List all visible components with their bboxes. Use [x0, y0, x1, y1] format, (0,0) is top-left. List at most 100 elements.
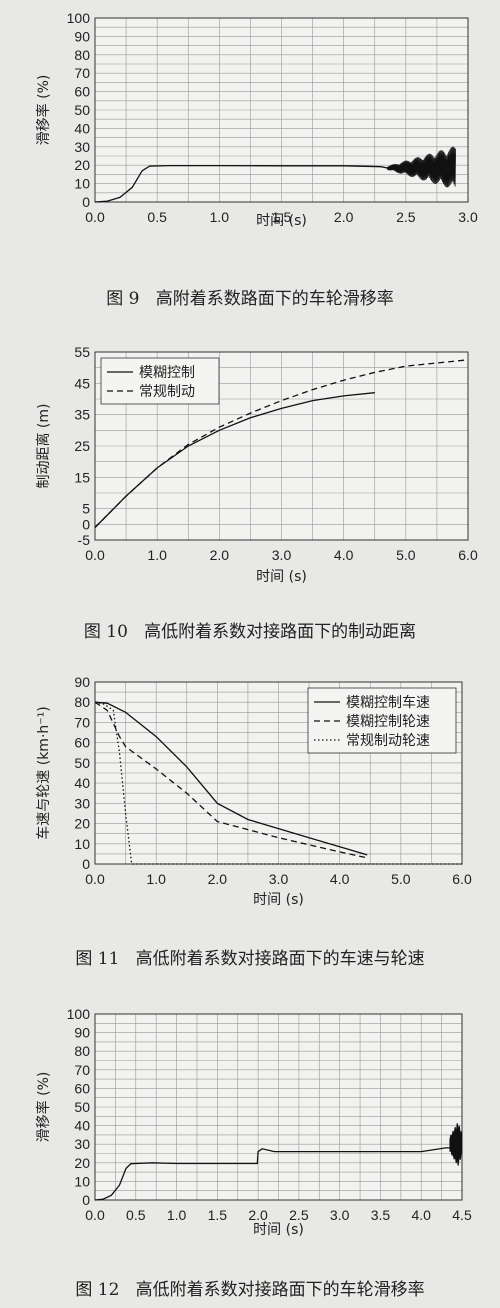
x-axis-title: 时间 (s) [256, 213, 307, 229]
y-tick-label: 0 [82, 516, 90, 532]
x-tick-label: 4.0 [411, 1207, 431, 1223]
y-tick-label: 40 [74, 120, 90, 136]
y-tick-label: 40 [74, 1118, 90, 1134]
series-line-series-0 [94, 164, 388, 203]
y-tick-label: 25 [74, 438, 90, 454]
x-tick-label: 0.5 [147, 209, 167, 225]
x-tick-label: 3.0 [269, 871, 289, 887]
x-tick-label: 4.0 [330, 871, 350, 887]
plot-frame [94, 17, 469, 203]
chart-vehicle-wheel-speed: 0.0 1.0 2.0 3.0 4.0 5.0 6.0 0 10 20 30 40 50 60 70 80 90… [35, 674, 472, 908]
caption-number: 图 12 [75, 1280, 120, 1300]
caption-text: 高附着系数路面下的车轮滑移率 [155, 289, 394, 309]
x-tick-label: 2.0 [210, 547, 230, 563]
y-tick-label: 10 [74, 1173, 90, 1189]
caption-figure-11: 图 11 高低附着系数对接路面下的车速与轮速 [0, 944, 500, 969]
legend-box [100, 357, 220, 405]
series-oscillation [386, 146, 456, 188]
chart-slip-rate-joint: 0.0 0.5 1.0 1.5 2.0 2.5 3.0 3.5 4.0 4.5 0 10 20 30 40 5… [35, 1006, 472, 1238]
y-tick-label: 60 [74, 1080, 90, 1096]
legend-box [307, 687, 457, 754]
y-tick-label: 70 [74, 1062, 90, 1078]
caption-figure-9: 图 9 高附着系数路面下的车轮滑移率 [0, 284, 500, 309]
x-tick-label: 1.0 [147, 547, 167, 563]
y-tick-label: 60 [74, 84, 90, 100]
caption-text: 高低附着系数对接路面下的车轮滑移率 [135, 1280, 425, 1300]
y-tick-label: 100 [67, 1006, 91, 1022]
series-line-常规制动轮速 [94, 701, 462, 865]
x-tick-label: 3.0 [458, 209, 478, 225]
legend-label: 常规制动轮速 [346, 733, 430, 749]
x-tick-label: 0.0 [85, 547, 105, 563]
series-line-series-0 [94, 1147, 450, 1201]
series-line-模糊控制车速 [94, 701, 368, 856]
x-tick-label: 1.0 [210, 209, 230, 225]
y-tick-label: 70 [74, 65, 90, 81]
figure-11: 0.0 1.0 2.0 3.0 4.0 5.0 6.0 0 10 20 30 40 50 60 70 80 90… [0, 668, 500, 918]
y-tick-label: 60 [74, 735, 90, 751]
legend-label: 模糊控制轮速 [346, 714, 430, 730]
y-tick-label: 20 [74, 816, 90, 832]
x-tick-label: 4.5 [452, 1207, 472, 1223]
x-tick-label: 0.5 [126, 1207, 146, 1223]
x-tick-label: 6.0 [458, 547, 478, 563]
x-tick-label: 2.5 [289, 1207, 309, 1223]
x-tick-label: 3.0 [272, 547, 292, 563]
y-tick-label: 0 [82, 1192, 90, 1208]
caption-figure-12: 图 12 高低附着系数对接路面下的车轮滑移率 [0, 1275, 500, 1300]
figure-10: 0.0 1.0 2.0 3.0 4.0 5.0 6.0 -5 0 5 15 25 35 45 55 时间 (s… [0, 334, 500, 596]
x-axis-title: 时间 (s) [253, 1222, 304, 1238]
y-tick-label: 30 [74, 1136, 90, 1152]
y-tick-label: 50 [74, 1099, 90, 1115]
x-tick-label: 1.5 [208, 1207, 228, 1223]
x-tick-label: 2.5 [396, 209, 416, 225]
x-tick-label: 2.0 [334, 209, 354, 225]
y-tick-label: 20 [74, 1155, 90, 1171]
plot-frame [94, 1013, 463, 1201]
x-tick-label: 3.5 [371, 1207, 391, 1223]
y-tick-label: 80 [74, 1043, 90, 1059]
caption-number: 图 11 [75, 949, 120, 969]
y-tick-label: 90 [74, 1025, 90, 1041]
y-tick-label: 80 [74, 47, 90, 63]
x-tick-label: 0.0 [85, 871, 105, 887]
y-tick-label: 0 [82, 194, 90, 210]
y-axis-title: 滑移率 (%) [35, 75, 52, 146]
plot-frame [94, 351, 469, 541]
x-axis-title: 时间 (s) [253, 892, 304, 908]
x-tick-label: 5.0 [391, 871, 411, 887]
legend-label: 模糊控制 [139, 365, 195, 381]
y-tick-label: 90 [74, 674, 90, 690]
figure-12: 0.0 0.5 1.0 1.5 2.0 2.5 3.0 3.5 4.0 4.5 0 10 20 30 40 5… [0, 1000, 500, 1248]
y-tick-label: 55 [74, 344, 90, 360]
x-tick-label: 6.0 [452, 871, 472, 887]
x-tick-label: 2.0 [208, 871, 228, 887]
caption-text: 高低附着系数对接路面下的制动距离 [144, 622, 417, 642]
y-tick-label: 40 [74, 775, 90, 791]
y-axis-title: 滑移率 (%) [35, 1072, 52, 1143]
y-tick-label: 90 [74, 28, 90, 44]
caption-number: 图 9 [106, 289, 140, 309]
x-tick-label: 0.0 [85, 1207, 105, 1223]
caption-text: 高低附着系数对接路面下的车速与轮速 [135, 949, 425, 969]
plot-frame [94, 681, 463, 865]
y-tick-label: 10 [74, 176, 90, 192]
y-tick-label: -5 [78, 532, 91, 548]
y-tick-label: 50 [74, 755, 90, 771]
y-tick-label: 80 [74, 694, 90, 710]
y-tick-label: 15 [74, 469, 90, 485]
chart-slip-rate-high: 0.0 0.5 1.0 1.5 2.0 2.5 3.0 0 10 20 30 40 50 60 70 80 90… [35, 10, 478, 229]
series-oscillation [449, 1123, 463, 1166]
y-tick-label: 20 [74, 157, 90, 173]
x-tick-label: 3.0 [330, 1207, 350, 1223]
y-tick-label: 45 [74, 375, 90, 391]
figure-9: 0.0 0.5 1.0 1.5 2.0 2.5 3.0 0 10 20 30 40 50 60 70 80 90… [0, 0, 500, 236]
legend-label: 模糊控制车速 [346, 694, 430, 711]
x-tick-label: 1.0 [146, 871, 166, 887]
y-axis-title: 制动距离 (m) [35, 403, 52, 488]
series-line-模糊控制轮速 [94, 701, 368, 859]
x-tick-label: 1.0 [167, 1207, 187, 1223]
y-tick-label: 30 [74, 795, 90, 811]
y-tick-label: 10 [74, 836, 90, 852]
